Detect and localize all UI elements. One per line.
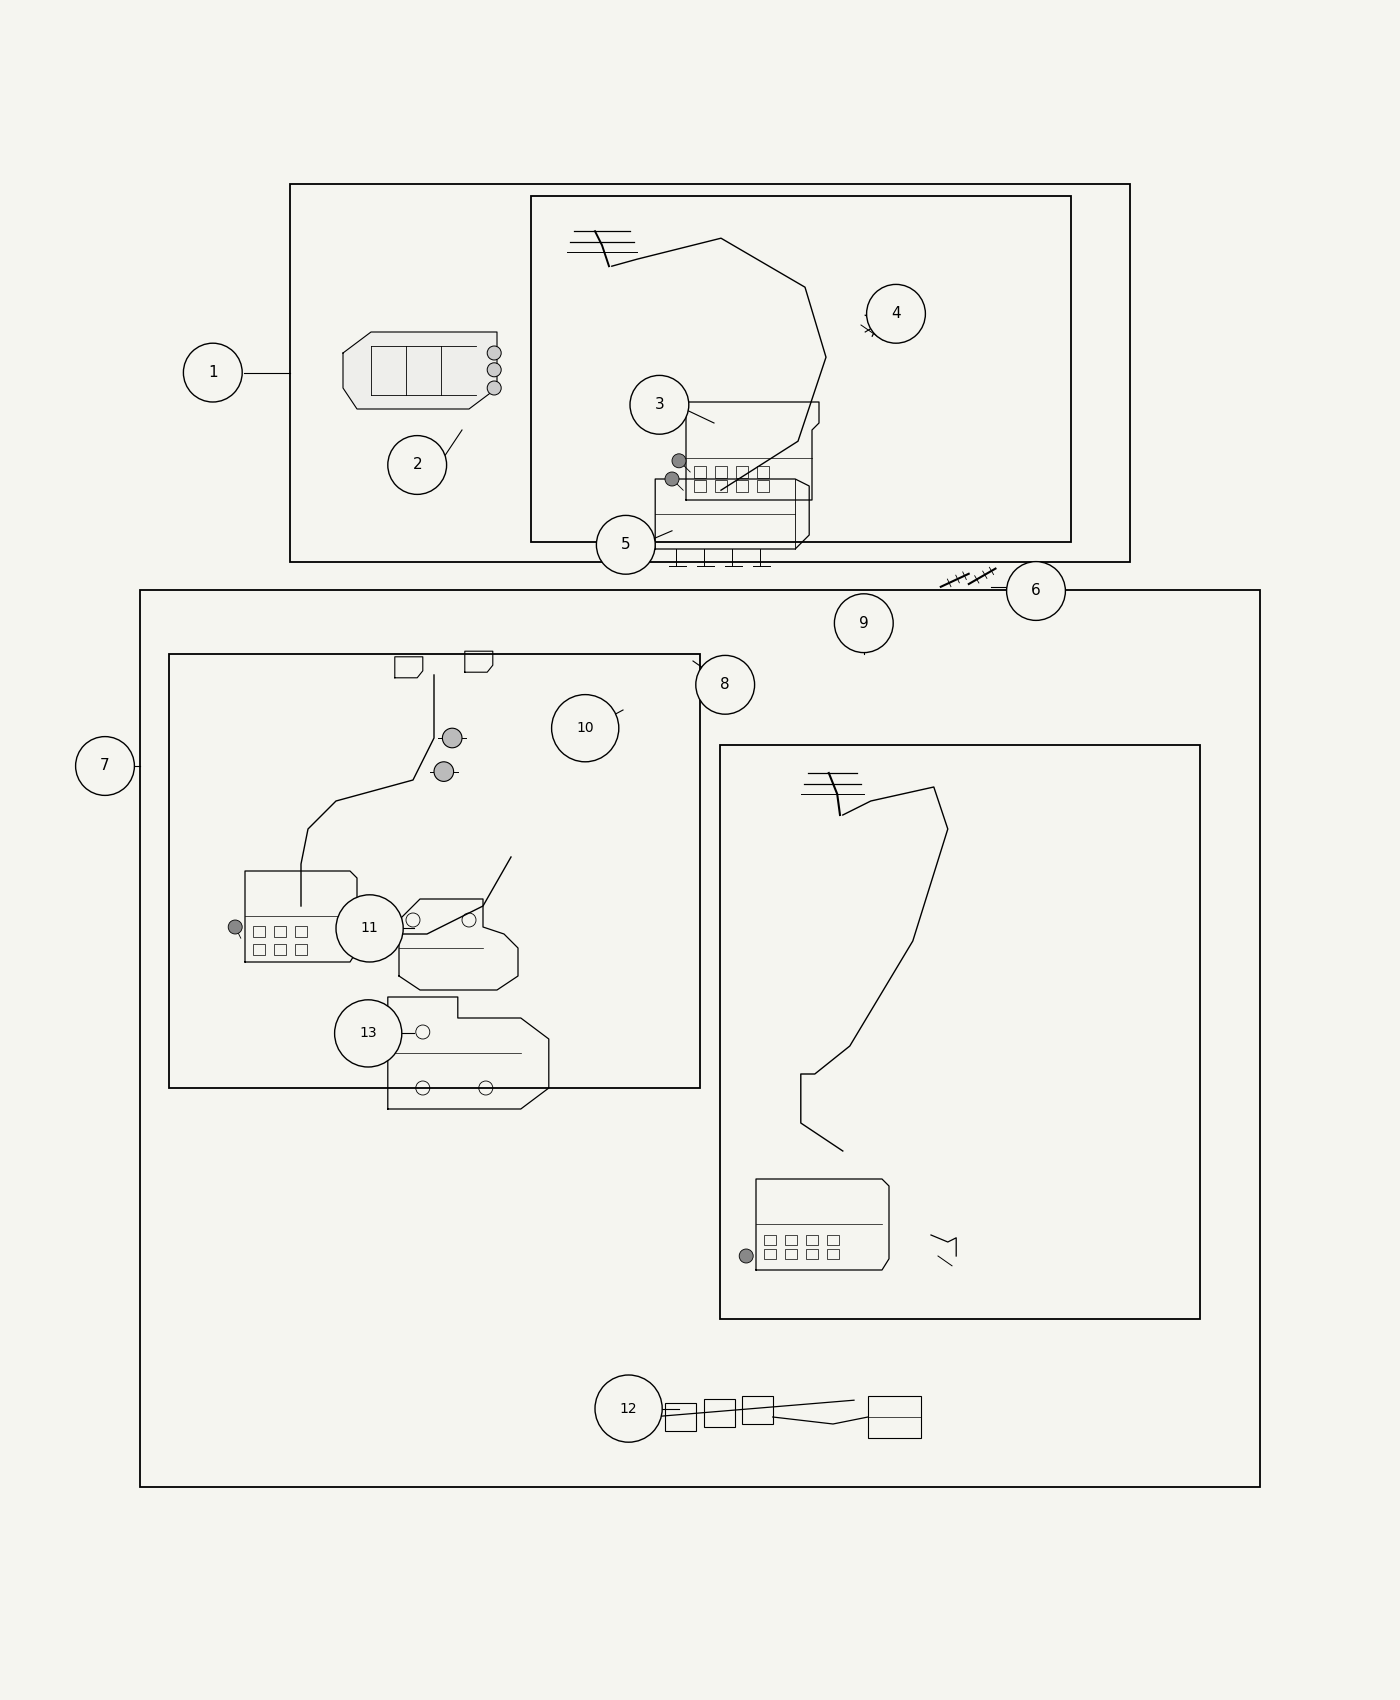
Bar: [720, 745, 1200, 1319]
Text: 10: 10: [577, 721, 594, 734]
Bar: [694, 481, 706, 491]
Text: 3: 3: [655, 398, 664, 413]
Circle shape: [183, 343, 242, 401]
Bar: [274, 925, 286, 937]
Circle shape: [388, 435, 447, 495]
Circle shape: [336, 894, 403, 962]
Text: 6: 6: [1032, 583, 1040, 598]
Circle shape: [487, 362, 501, 377]
Text: 8: 8: [721, 677, 729, 692]
Bar: [757, 466, 769, 478]
Circle shape: [696, 656, 755, 714]
Bar: [764, 1250, 776, 1258]
Text: 1: 1: [209, 366, 217, 381]
Circle shape: [834, 593, 893, 653]
Circle shape: [595, 1375, 662, 1442]
Bar: [757, 481, 769, 491]
Bar: [715, 481, 727, 491]
Bar: [665, 1402, 696, 1431]
Circle shape: [228, 920, 242, 933]
Text: 7: 7: [101, 758, 109, 774]
Bar: [704, 1399, 735, 1426]
Bar: [253, 944, 265, 955]
Circle shape: [487, 347, 501, 360]
Bar: [742, 1396, 773, 1425]
Bar: [736, 466, 748, 478]
Bar: [290, 184, 1130, 561]
Bar: [806, 1250, 818, 1258]
Bar: [295, 944, 307, 955]
Bar: [169, 654, 700, 1088]
Circle shape: [630, 376, 689, 434]
Circle shape: [552, 695, 619, 762]
Bar: [736, 481, 748, 491]
Bar: [531, 196, 1071, 542]
Bar: [764, 1234, 776, 1244]
Text: 4: 4: [892, 306, 900, 321]
Bar: [827, 1234, 839, 1244]
Bar: [785, 1234, 797, 1244]
Circle shape: [596, 515, 655, 575]
Bar: [694, 466, 706, 478]
Text: 9: 9: [860, 615, 868, 631]
Text: 13: 13: [360, 1027, 377, 1040]
Circle shape: [76, 736, 134, 796]
Circle shape: [442, 728, 462, 748]
Circle shape: [487, 381, 501, 394]
Bar: [715, 466, 727, 478]
Circle shape: [672, 454, 686, 468]
Bar: [827, 1250, 839, 1258]
Circle shape: [335, 1000, 402, 1068]
Text: 11: 11: [361, 921, 378, 935]
Text: 2: 2: [413, 457, 421, 473]
Bar: [274, 944, 286, 955]
Circle shape: [665, 473, 679, 486]
Circle shape: [434, 762, 454, 782]
Bar: [295, 925, 307, 937]
Bar: [785, 1250, 797, 1258]
Text: 5: 5: [622, 537, 630, 553]
Bar: [140, 590, 1260, 1488]
Circle shape: [739, 1250, 753, 1263]
Bar: [868, 1396, 921, 1438]
Polygon shape: [343, 332, 497, 410]
Bar: [253, 925, 265, 937]
Text: 12: 12: [620, 1401, 637, 1416]
Circle shape: [1007, 561, 1065, 620]
Bar: [806, 1234, 818, 1244]
Circle shape: [867, 284, 925, 343]
